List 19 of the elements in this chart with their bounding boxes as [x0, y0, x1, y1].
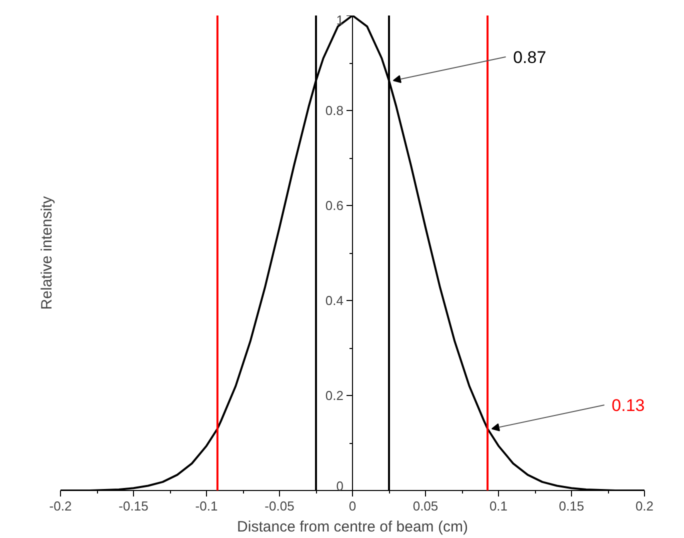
x-tick-label: 0.1	[489, 498, 508, 514]
y-tick-label: 0.2	[325, 388, 344, 403]
y-tick-label: 0.8	[325, 103, 344, 118]
y-tick-label: 0	[336, 478, 344, 494]
y-axis-title: Relative intensity	[38, 196, 56, 310]
x-tick-label: 0.2	[635, 498, 654, 514]
x-tick-label: -0.2	[49, 498, 72, 514]
x-axis-title: Distance from centre of beam (cm)	[237, 518, 468, 536]
x-tick-label: -0.15	[118, 498, 148, 514]
x-tick-label: 0.05	[412, 498, 438, 514]
x-tick-label: -0.05	[264, 498, 294, 514]
x-tick-label: 0.15	[558, 498, 584, 514]
x-tick-label: 0	[348, 498, 356, 514]
annotation: 0.87	[513, 48, 546, 67]
y-tick-label: 0.4	[325, 293, 344, 308]
annotation: 0.13	[612, 396, 645, 415]
x-tick-label: -0.1	[195, 498, 218, 514]
y-tick-label: 1	[336, 12, 344, 28]
y-tick-label: 0.6	[325, 198, 344, 213]
